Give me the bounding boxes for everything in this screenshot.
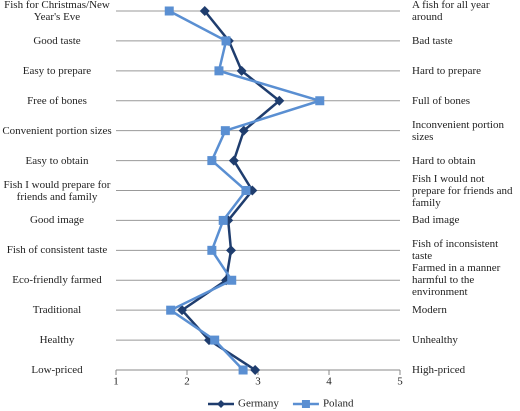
legend-marker — [301, 400, 310, 408]
point — [164, 6, 174, 16]
point — [226, 245, 237, 256]
category-label: Easy to obtain — [25, 154, 89, 167]
point — [220, 126, 230, 136]
right-label: Fish of inconsistent taste — [412, 238, 499, 263]
point — [177, 305, 188, 316]
point — [228, 155, 239, 166]
point — [214, 66, 224, 76]
category-label: Fish for Christmas/New Year's Eve — [4, 0, 110, 23]
category-label: Fish of consistent taste — [6, 244, 108, 257]
point — [166, 305, 176, 315]
legend-label: Poland — [323, 398, 354, 410]
point — [199, 6, 210, 16]
category-label: Convenient portion sizes — [2, 124, 112, 137]
x-tick-label: 3 — [255, 376, 261, 388]
point — [315, 96, 325, 106]
point — [210, 335, 220, 345]
point — [207, 245, 217, 255]
point — [218, 215, 228, 225]
right-label: Farmed in a manner harmful to the enviro… — [412, 262, 501, 299]
point — [250, 365, 261, 375]
category-label: Good image — [29, 214, 85, 227]
category-label: Healthy — [39, 334, 75, 347]
point — [227, 275, 237, 285]
right-label: Full of bones — [412, 94, 471, 107]
category-label: Easy to prepare — [22, 64, 92, 77]
right-label: A fish for all year around — [412, 0, 490, 23]
point — [236, 65, 247, 76]
category-label: Fish I would prepare for friends and fam… — [3, 178, 111, 203]
right-label: Hard to prepare — [412, 64, 482, 77]
point — [274, 95, 285, 106]
category-label: Traditional — [32, 304, 82, 317]
x-tick-label: 4 — [326, 376, 332, 388]
right-label: Bad image — [412, 214, 460, 227]
point — [238, 365, 248, 375]
category-label: Low-priced — [31, 364, 83, 376]
category-label: Eco-friendly farmed — [12, 274, 102, 287]
category-label: Good taste — [33, 34, 81, 47]
point — [241, 186, 251, 195]
x-tick-label: 5 — [397, 376, 403, 388]
right-label: Hard to obtain — [412, 154, 476, 167]
legend-marker — [217, 400, 225, 408]
right-label: Bad taste — [412, 34, 453, 47]
category-label: Free of bones — [27, 94, 87, 107]
right-label: Fish I would not prepare for friends and… — [412, 172, 513, 209]
x-tick-label: 2 — [184, 376, 190, 388]
point — [207, 156, 217, 166]
right-label: Unhealthy — [412, 334, 458, 347]
right-label: Inconvenient portion sizes — [412, 118, 504, 143]
point — [221, 36, 231, 46]
x-tick-label: 1 — [113, 376, 119, 388]
point — [238, 125, 249, 136]
right-label: High-priced — [412, 364, 466, 376]
right-label: Modern — [412, 304, 447, 317]
legend-label: Germany — [238, 398, 279, 410]
